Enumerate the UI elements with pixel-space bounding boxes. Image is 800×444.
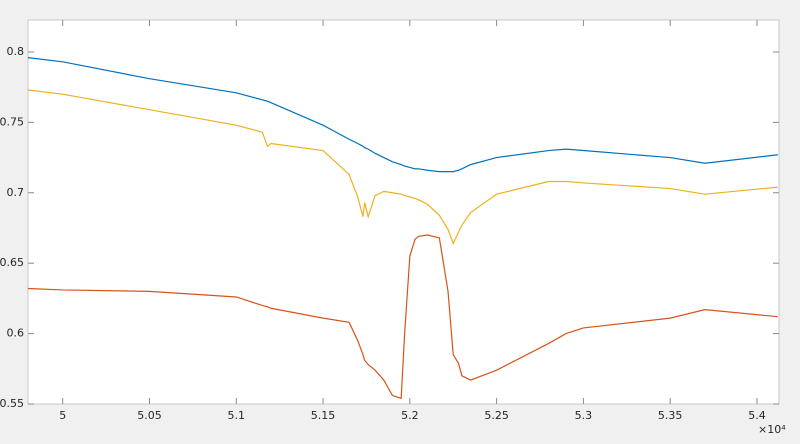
x-tick-label: 5.1 xyxy=(228,409,246,422)
x-tick-label: 5.05 xyxy=(137,409,162,422)
x-tick-label: 5.25 xyxy=(484,409,509,422)
x-tick-label: 5 xyxy=(59,409,66,422)
x-tick-label: 5.3 xyxy=(575,409,593,422)
x-tick-label: 5.4 xyxy=(748,409,766,422)
data-line xyxy=(27,89,778,246)
data-line xyxy=(27,234,778,400)
y-tick-label: 0.8 xyxy=(7,45,25,58)
y-tick-label: 0.6 xyxy=(7,327,25,340)
plot-area xyxy=(27,19,780,405)
y-tick-label: 0.55 xyxy=(0,397,24,410)
y-tick-label: 0.65 xyxy=(0,256,24,269)
y-tick-label: 0.75 xyxy=(0,115,24,128)
x-exponent: ×10⁴ xyxy=(758,423,786,436)
y-tick-label: 0.7 xyxy=(7,186,25,199)
data-line xyxy=(27,57,778,173)
x-tick-label: 5.15 xyxy=(311,409,336,422)
x-tick-label: 5.2 xyxy=(401,409,419,422)
x-tick-label: 5.35 xyxy=(658,409,683,422)
